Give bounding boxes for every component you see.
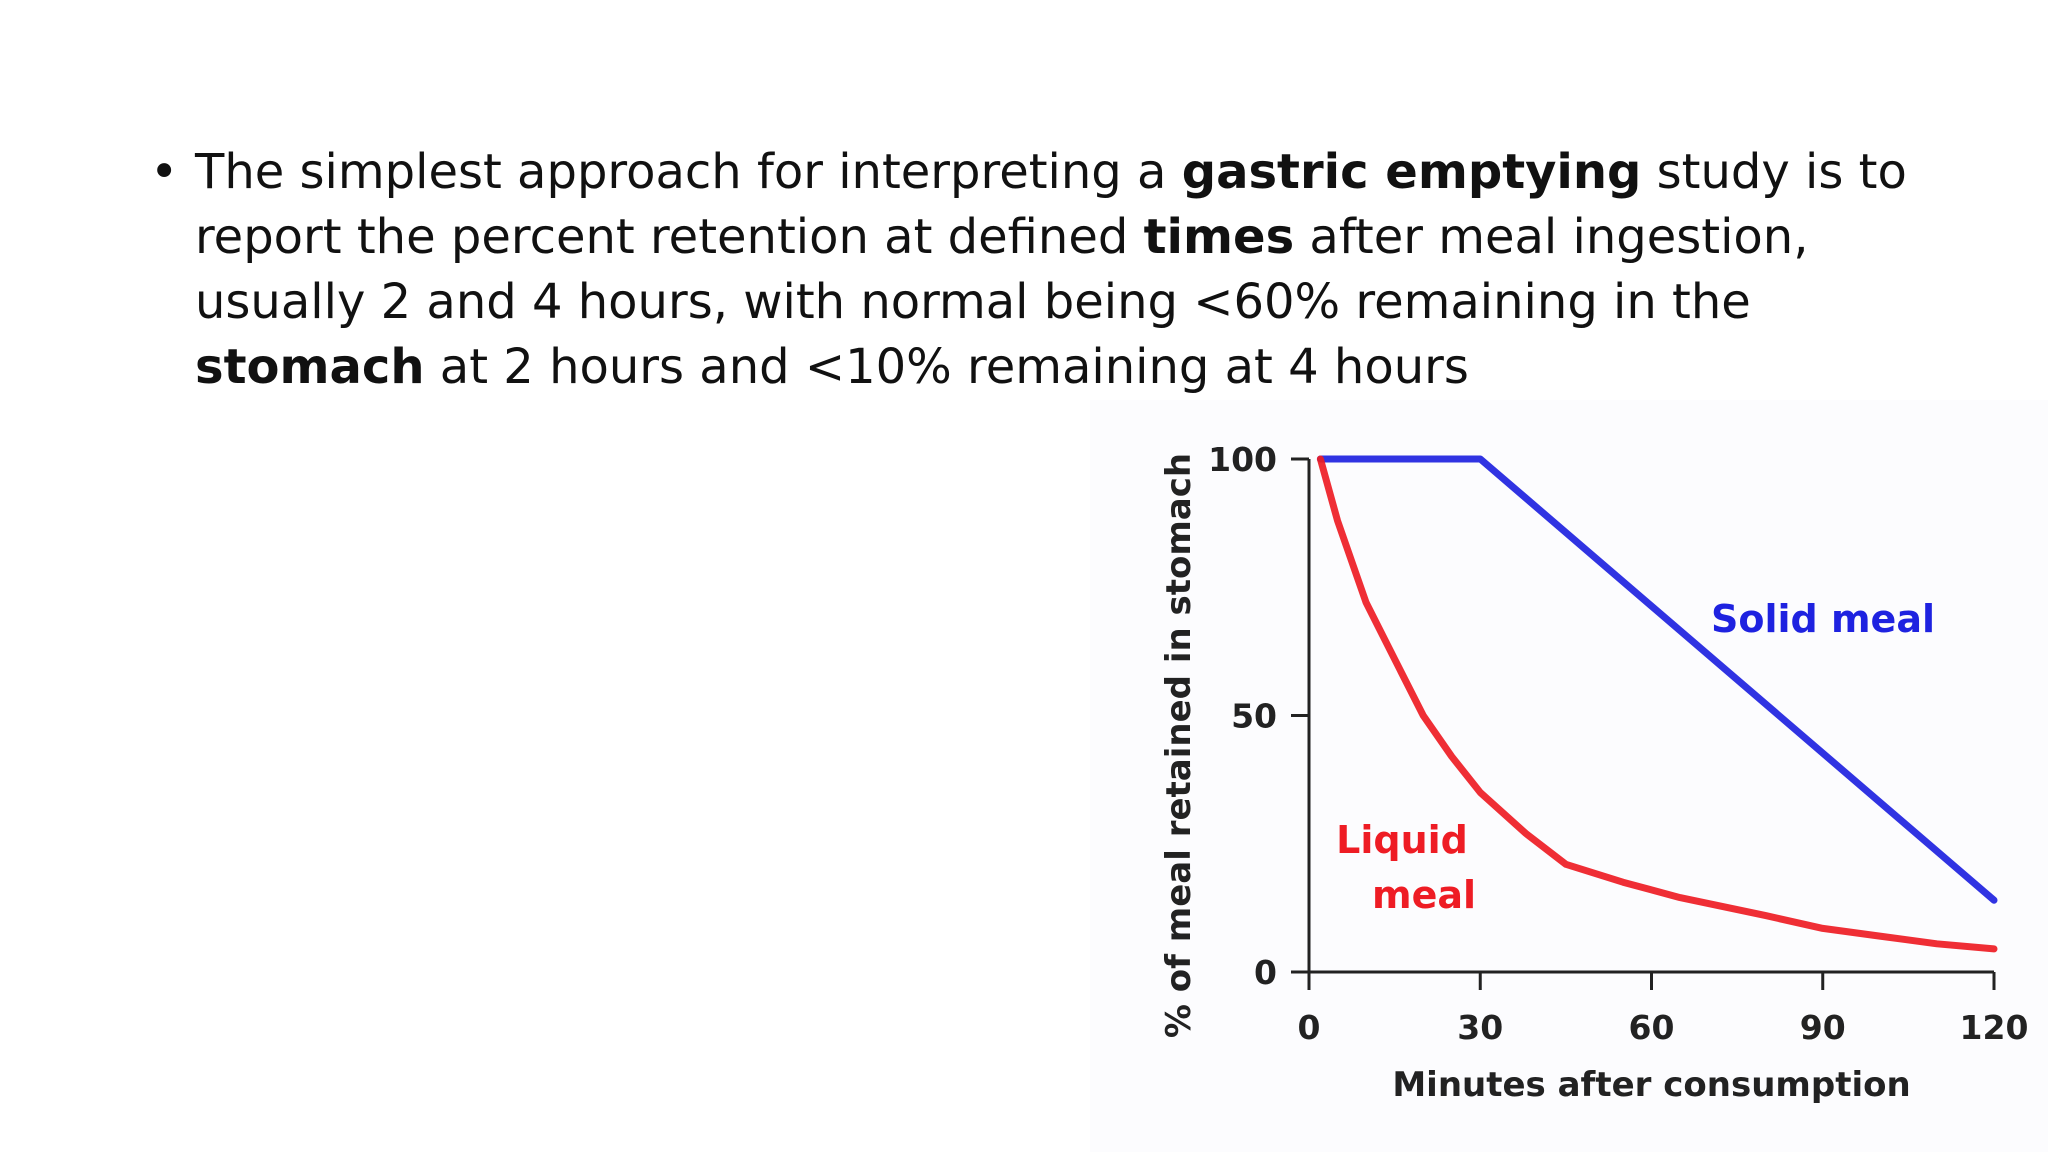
liquid-meal-line <box>1316 455 1998 953</box>
bullet-text-segment: at 2 hours and <10% remaining at 4 hours <box>424 339 1469 395</box>
bullet-text-segment: The simplest approach for interpreting a <box>195 144 1182 200</box>
y-tick-label: 50 <box>1231 697 1277 736</box>
solid-meal-label: Solid meal <box>1711 597 1935 641</box>
bullet-marker: • <box>150 144 179 200</box>
liquid-meal-label: meal <box>1372 873 1476 917</box>
bullet-bold-term: times <box>1143 209 1295 265</box>
x-tick-label: 120 <box>1960 1008 2029 1047</box>
bullet-text: The simplest approach for interpreting a… <box>155 140 1915 400</box>
x-tick-label: 60 <box>1629 1008 1675 1047</box>
bullet-bold-term: stomach <box>195 339 425 395</box>
bullet-text-segment: study is to report the percent retention… <box>195 144 1907 265</box>
bullet-bold-term: gastric emptying <box>1181 144 1642 200</box>
x-axis-label: Minutes after consumption <box>1392 1065 1910 1105</box>
bullet-point: • The simplest approach for interpreting… <box>150 140 1915 400</box>
y-tick-label: 0 <box>1254 953 1277 992</box>
y-tick-label: 100 <box>1208 440 1277 479</box>
x-tick-label: 30 <box>1457 1008 1503 1047</box>
x-tick-label: 0 <box>1298 1008 1321 1047</box>
chart-panel <box>1090 400 2048 1152</box>
y-axis-label: % of meal retained in stomach <box>1159 453 1199 1038</box>
x-tick-label: 90 <box>1800 1008 1846 1047</box>
liquid-meal-label: Liquid <box>1336 818 1468 862</box>
solid-meal-line <box>1316 455 1998 904</box>
bullet-text-segment: after meal ingestion, usually 2 and 4 ho… <box>195 209 1809 330</box>
